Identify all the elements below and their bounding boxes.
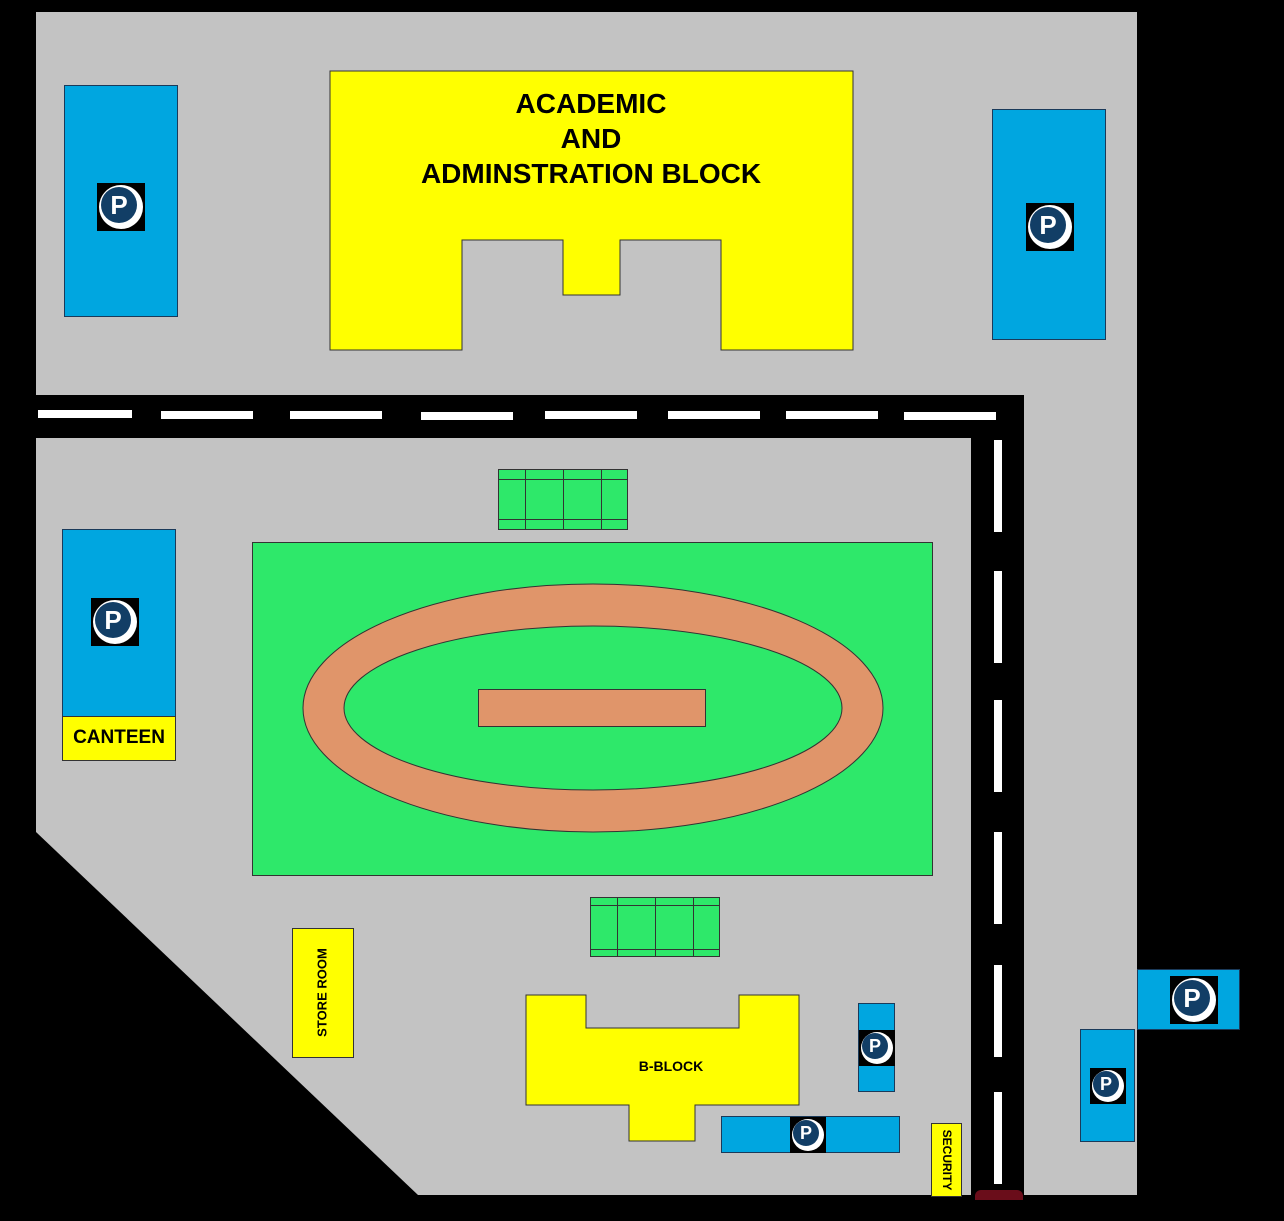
parking-lot-northeast[interactable]: P	[992, 109, 1106, 340]
security-label: SECURITY	[940, 1129, 954, 1191]
gate-marker	[975, 1190, 1023, 1200]
security-booth[interactable]	[931, 1123, 962, 1197]
parking-icon: P	[1026, 203, 1074, 251]
b-block-label: B-BLOCK	[638, 1058, 704, 1074]
canteen-building[interactable]: CANTEEN	[62, 716, 176, 761]
parking-lot-b-block-south[interactable]: P	[721, 1116, 900, 1153]
parking-lot-b-block-east[interactable]: P	[858, 1003, 895, 1092]
canteen-label: CANTEEN	[73, 727, 165, 748]
parking-lot-east-inner[interactable]: P	[1080, 1029, 1135, 1142]
store-room-building[interactable]	[292, 928, 354, 1058]
cricket-pitch	[478, 689, 706, 727]
parking-icon: P	[91, 598, 139, 646]
parking-lot-northwest[interactable]: P	[64, 85, 178, 317]
parking-icon: P	[1170, 976, 1218, 1024]
court-south[interactable]	[590, 897, 720, 957]
parking-icon: P	[790, 1117, 826, 1153]
academic-block-label: ACADEMIC AND ADMINSTRATION BLOCK	[420, 88, 762, 189]
parking-lot-east-outer[interactable]: P	[1137, 969, 1240, 1030]
parking-icon: P	[1090, 1068, 1126, 1104]
parking-icon: P	[97, 183, 145, 231]
parking-lot-west[interactable]: P	[62, 529, 176, 719]
parking-icon: P	[859, 1030, 895, 1066]
court-north[interactable]	[498, 469, 628, 530]
